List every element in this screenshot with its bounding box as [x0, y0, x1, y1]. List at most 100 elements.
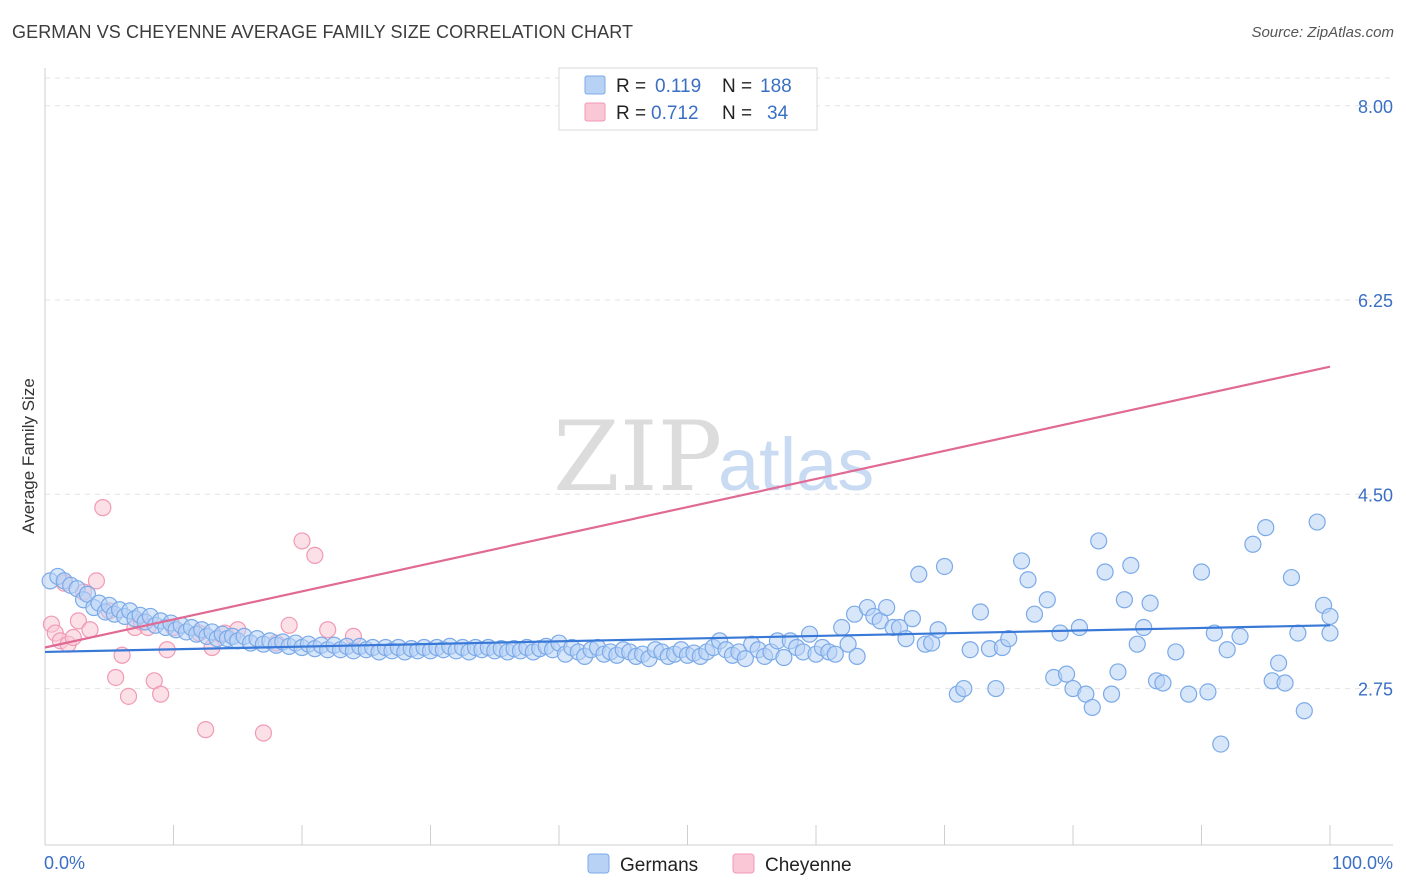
german-point [1282, 568, 1301, 587]
german-point [1135, 618, 1153, 637]
german-point [1244, 535, 1262, 553]
german-point [971, 603, 990, 621]
german-point [1096, 563, 1114, 581]
german-point [775, 648, 793, 667]
legend-r-label-germans: R = [616, 76, 646, 97]
german-point [1083, 698, 1101, 717]
german-point [736, 650, 754, 668]
y-tick-label: 2.75 [1358, 680, 1393, 700]
cheyenne-trend-line [44, 365, 1331, 649]
german-point [1308, 513, 1326, 531]
data-points [41, 499, 1339, 753]
y-tick-label: 4.50 [1358, 485, 1393, 505]
cheyenne-point [280, 616, 298, 634]
german-point [1321, 607, 1339, 626]
german-point [1154, 674, 1172, 692]
german-point [878, 598, 896, 617]
x-tick-label-min: 0.0% [44, 853, 85, 873]
german-point [935, 557, 954, 576]
german-point [1257, 519, 1275, 537]
german-point [1115, 591, 1134, 609]
german-point [1000, 630, 1018, 648]
cheyenne-point [107, 668, 125, 687]
cheyenne-point [69, 612, 88, 630]
cheyenne-point [306, 546, 324, 564]
legend-n-label-cheyenne: N = [722, 103, 752, 124]
legend-r-label-cheyenne: R = [616, 103, 646, 124]
german-point [1199, 683, 1217, 701]
german-point [1012, 552, 1031, 570]
german-point [1295, 702, 1313, 720]
correlation-legend: R = 0.119 N = 188 R = 0.712 N = 34 [558, 67, 818, 131]
german-point [1025, 605, 1044, 623]
cheyenne-point [254, 724, 273, 742]
legend-swatch-germans-bottom [587, 853, 610, 874]
legend-r-value-germans: 0.119 [655, 76, 701, 97]
source-credit: Source: ZipAtlas.com [1251, 24, 1394, 41]
german-point [1231, 627, 1249, 646]
chart-title: GERMAN VS CHEYENNE AVERAGE FAMILY SIZE C… [12, 22, 634, 42]
x-tick-label-max: 100.0% [1332, 853, 1393, 873]
german-point [1122, 556, 1140, 574]
german-point [1019, 571, 1037, 589]
german-point [1269, 654, 1288, 672]
german-point [955, 679, 973, 698]
german-point [1057, 665, 1076, 683]
german-point [848, 647, 866, 665]
legend-n-label-germans: N = [722, 76, 752, 97]
german-point [929, 621, 947, 639]
german-point [961, 641, 979, 659]
german-point [1090, 532, 1108, 550]
german-point [1141, 594, 1159, 612]
cheyenne-point [119, 687, 138, 705]
german-point [1276, 674, 1294, 692]
german-point [833, 618, 851, 637]
german-point [800, 625, 819, 643]
legend-label-cheyenne: Cheyenne [765, 855, 852, 876]
german-point [903, 610, 921, 628]
german-point [1102, 685, 1121, 703]
legend-n-value-cheyenne: 34 [767, 103, 789, 124]
germans-trend-line [44, 624, 1331, 654]
watermark-zip: ZIP [553, 401, 722, 513]
legend-swatch-cheyenne [584, 102, 606, 122]
trend-lines [44, 365, 1331, 654]
axes [44, 68, 1393, 846]
german-point [1192, 563, 1211, 581]
german-point [1051, 624, 1069, 642]
y-tick-label: 8.00 [1358, 97, 1393, 117]
german-point [1167, 643, 1185, 661]
german-point [1212, 735, 1230, 753]
german-point [987, 679, 1005, 698]
german-point [826, 645, 844, 663]
cheyenne-point [87, 572, 106, 590]
watermark: ZIP atlas [553, 401, 874, 513]
german-point [1289, 624, 1307, 642]
gridlines [45, 77, 1393, 690]
cheyenne-point [319, 621, 337, 639]
legend-label-germans: Germans [620, 855, 698, 876]
watermark-atlas: atlas [718, 423, 874, 506]
german-point [1321, 624, 1339, 642]
cheyenne-point [94, 499, 112, 517]
german-point [1205, 624, 1223, 642]
german-point [1128, 635, 1146, 653]
german-point [1070, 618, 1089, 637]
cheyenne-point [293, 532, 311, 550]
legend-swatch-cheyenne-bottom [732, 853, 755, 874]
cheyenne-point [152, 685, 170, 703]
y-axis-label: Average Family Size [19, 378, 38, 534]
german-point [910, 565, 928, 583]
german-point [1038, 591, 1056, 609]
german-point [1218, 641, 1236, 659]
german-point [1180, 685, 1198, 703]
legend-r-value-cheyenne: 0.712 [651, 103, 699, 124]
legend-n-value-germans: 188 [760, 76, 792, 97]
y-tick-label: 6.25 [1358, 291, 1393, 311]
cheyenne-point [197, 721, 215, 739]
legend-swatch-germans [584, 75, 606, 95]
y-tick-labels: 2.75 4.50 6.25 8.00 [1358, 97, 1393, 700]
german-point [1109, 663, 1127, 681]
series-legend: Germans Cheyenne [587, 853, 852, 876]
